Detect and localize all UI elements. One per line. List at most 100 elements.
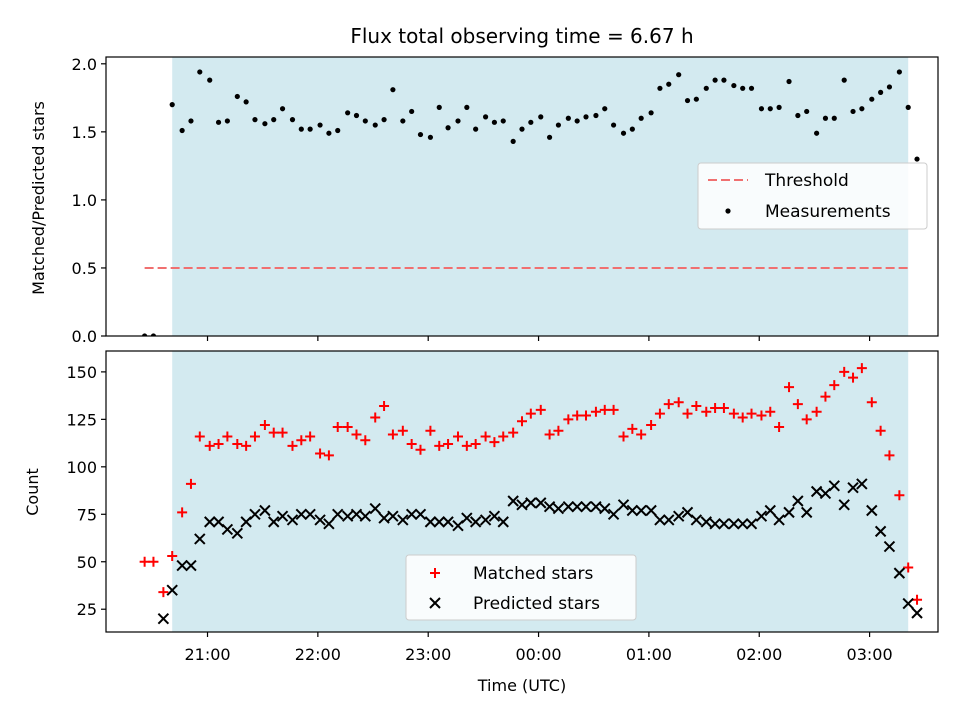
measurement-point	[207, 77, 213, 83]
measurement-point	[886, 84, 893, 90]
x-tick-label: 03:00	[847, 645, 893, 664]
predicted-star-point	[166, 584, 178, 596]
matched-star-point	[663, 399, 674, 410]
measurement-point	[427, 134, 434, 140]
predicted-star-point	[883, 540, 896, 553]
count-y-axis-label: Count	[23, 468, 42, 516]
predicted-star-point	[535, 497, 547, 509]
predicted-star-point	[773, 514, 785, 526]
measurement-point	[731, 82, 737, 89]
predicted-star-point	[599, 502, 611, 515]
predicted-star-point	[672, 510, 685, 522]
matched-star-point	[728, 408, 739, 419]
matched-star-point	[774, 421, 785, 432]
matched-star-point	[535, 404, 546, 415]
chart-title: Flux total observing time = 6.67 h	[350, 24, 693, 48]
measurement-point	[666, 81, 672, 87]
matched-star-point	[360, 435, 371, 446]
matched-star-point	[517, 416, 527, 427]
matched-star-point	[185, 478, 196, 489]
predicted-star-point	[800, 506, 813, 519]
measurement-point	[179, 127, 185, 134]
measurement-point	[676, 72, 682, 78]
predicted-star-point	[718, 518, 730, 530]
measurement-point	[215, 119, 222, 125]
matched-star-point	[627, 423, 638, 434]
measurement-point	[445, 125, 451, 131]
predicted-star-point	[341, 510, 354, 522]
matched-star-point	[792, 399, 803, 410]
measurement-point	[610, 122, 617, 128]
matched-star-point	[305, 431, 316, 442]
matched-star-point	[148, 556, 159, 567]
matched-star-point	[636, 429, 647, 440]
measurement-point	[831, 115, 837, 121]
predicted-star-point	[580, 500, 592, 513]
predicted-star-point	[507, 495, 519, 507]
x-tick-label: 01:00	[626, 645, 672, 664]
predicted-star-point	[590, 500, 602, 513]
measurement-point	[381, 117, 387, 123]
matched-star-point	[268, 427, 279, 438]
measurement-point	[814, 130, 820, 136]
measurement-point	[869, 96, 875, 102]
predicted-star-point	[516, 499, 528, 511]
measurement-point	[298, 126, 304, 132]
measurement-point	[519, 126, 525, 132]
count-marks	[139, 363, 923, 625]
matched-star-point	[287, 440, 298, 451]
ratio-y-tick-label: 0.0	[72, 327, 97, 346]
predicted-star-point	[700, 516, 712, 528]
matched-star-point	[801, 414, 812, 425]
count-y-tick-label: 25	[77, 600, 97, 619]
matched-star-point	[241, 440, 252, 451]
predicted-star-point	[286, 514, 299, 526]
measurement-point	[841, 77, 847, 83]
matched-star-point	[434, 440, 445, 451]
matched-star-point	[525, 408, 536, 419]
measurement-point	[538, 114, 544, 120]
matched-legend-label: Matched stars	[473, 564, 593, 584]
measurement-point	[712, 77, 718, 83]
predicted-star-point	[185, 559, 197, 572]
matched-star-point	[737, 412, 748, 423]
predicted-star-point	[792, 495, 804, 507]
measurement-point	[142, 333, 148, 336]
predicted-star-point	[626, 504, 639, 517]
predicted-star-point	[488, 510, 501, 522]
matched-star-point	[682, 408, 693, 419]
measurement-point	[362, 118, 368, 124]
matched-star-point	[848, 372, 859, 383]
matched-star-point	[563, 414, 574, 425]
measurement-point	[317, 122, 323, 128]
predicted-star-point	[397, 514, 409, 526]
measurement-point	[482, 114, 489, 120]
ratio-marks	[142, 69, 920, 336]
measurement-point	[703, 85, 709, 91]
predicted-star-point	[847, 481, 859, 494]
measurement-point	[786, 78, 792, 85]
matched-star-point	[903, 562, 914, 573]
matched-star-point	[480, 431, 491, 442]
predicted-star-point	[709, 518, 721, 530]
predicted-star-point	[204, 516, 216, 528]
count-y-tick-label: 75	[77, 505, 97, 524]
ratio-y-axis-label: Matched/Predicted stars	[29, 101, 48, 295]
predicted-star-point	[607, 508, 620, 520]
predicted-star-point	[911, 607, 923, 619]
predicted-star-point	[663, 514, 675, 526]
measurement-point	[188, 118, 194, 124]
matched-star-point	[756, 410, 767, 421]
predicted-star-point	[571, 500, 583, 513]
matched-star-point	[508, 427, 519, 438]
matched-star-point	[894, 490, 905, 501]
predicted-star-point	[838, 499, 850, 511]
predicted-star-point	[479, 514, 492, 526]
matched-star-point	[581, 410, 591, 421]
measurement-point	[583, 114, 589, 120]
measurement-point	[593, 112, 599, 119]
predicted-star-point	[552, 502, 565, 515]
predicted-star-point	[543, 500, 556, 513]
measurement-point	[629, 126, 635, 132]
matched-star-point	[884, 450, 895, 461]
